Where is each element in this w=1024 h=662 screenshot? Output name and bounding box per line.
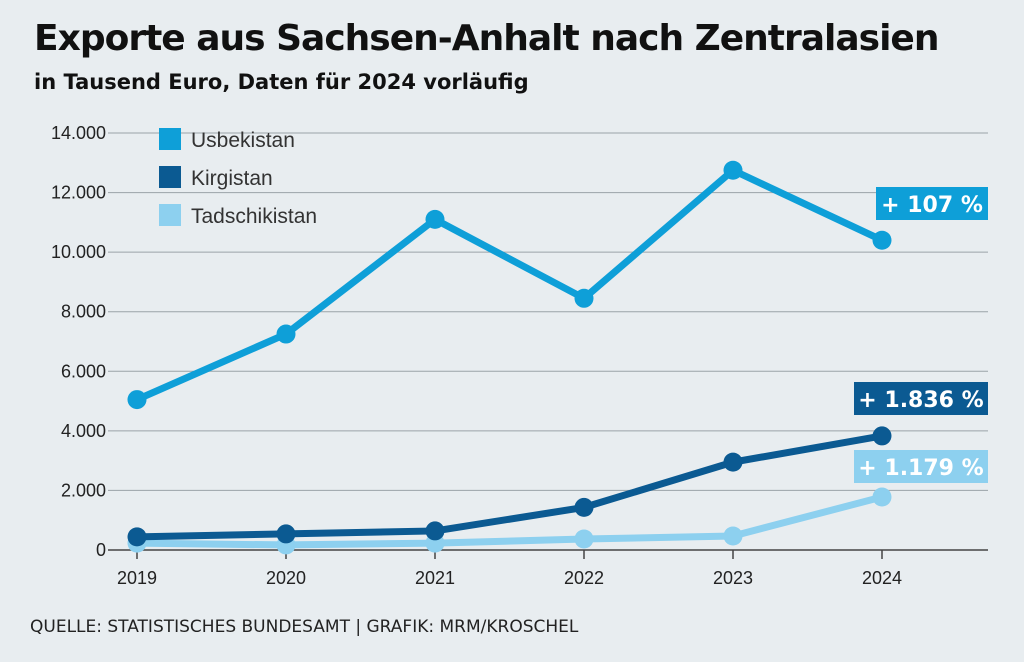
chart-title: Exporte aus Sachsen-Anhalt nach Zentrala… — [34, 18, 939, 59]
data-point-tadschikistan — [723, 526, 743, 546]
data-point-kirgistan — [574, 497, 594, 517]
data-point-usbekistan — [425, 209, 445, 229]
legend-label: Tadschikistan — [191, 205, 317, 228]
data-point-kirgistan — [723, 452, 743, 472]
change-badge-bg — [854, 382, 988, 415]
data-point-kirgistan — [276, 524, 296, 544]
change-badge-bg — [876, 187, 988, 220]
legend-label: Usbekistan — [191, 129, 295, 152]
y-tick-label: 6.000 — [61, 361, 106, 381]
y-tick-label: 0 — [96, 540, 106, 560]
x-tick-label: 2022 — [564, 568, 604, 588]
data-point-kirgistan — [425, 521, 445, 541]
series-line-kirgistan — [136, 432, 883, 541]
y-tick-label: 2.000 — [61, 480, 106, 500]
y-tick-label: 8.000 — [61, 302, 106, 322]
x-tick-label: 2020 — [266, 568, 306, 588]
series-line-tadschikistan — [136, 493, 883, 549]
legend-swatch-tadschikistan — [159, 204, 181, 226]
legend-swatch-kirgistan — [159, 166, 181, 188]
data-point-usbekistan — [723, 160, 743, 180]
data-point-usbekistan — [276, 324, 296, 344]
chart-subtitle: in Tausend Euro, Daten für 2024 vorläufi… — [34, 70, 529, 94]
legend-swatch-usbekistan — [159, 128, 181, 150]
change-badge-label: + 107 % — [881, 193, 983, 218]
data-point-usbekistan — [127, 390, 147, 410]
x-tick-label: 2021 — [415, 568, 455, 588]
source-note: QUELLE: STATISTISCHES BUNDESAMT | GRAFIK… — [30, 617, 579, 637]
change-badge-bg — [854, 450, 988, 483]
x-tick-label: 2019 — [117, 568, 157, 588]
data-point-usbekistan — [872, 230, 892, 250]
data-point-tadschikistan — [872, 487, 892, 507]
data-point-tadschikistan — [574, 529, 594, 549]
y-tick-label: 10.000 — [51, 242, 106, 262]
legend-label: Kirgistan — [191, 167, 273, 190]
x-tick-label: 2024 — [862, 568, 902, 588]
change-badge-label: + 1.836 % — [858, 388, 983, 413]
data-point-kirgistan — [872, 426, 892, 446]
y-tick-label: 12.000 — [51, 183, 106, 203]
series-line-usbekistan — [135, 166, 884, 403]
x-tick-label: 2023 — [713, 568, 753, 588]
data-point-kirgistan — [127, 527, 147, 547]
y-tick-label: 14.000 — [51, 123, 106, 143]
change-badge-label: + 1.179 % — [858, 456, 983, 481]
data-point-usbekistan — [574, 288, 594, 308]
y-tick-label: 4.000 — [61, 421, 106, 441]
